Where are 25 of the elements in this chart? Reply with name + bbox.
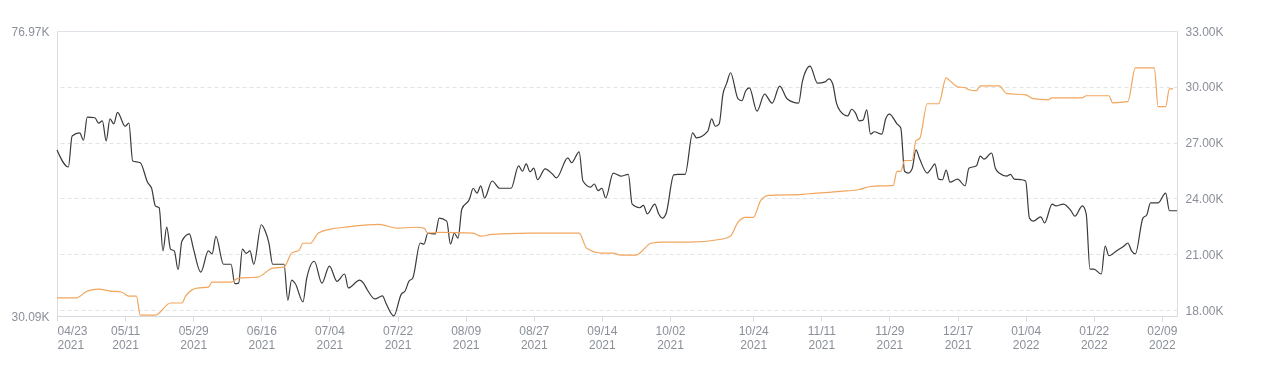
x-tick-label: 09/14 2021 [587,323,618,352]
x-tick-label: 11/11 2021 [807,323,837,352]
y2-tick-label: 33.00K [1185,24,1224,39]
x-tick-label: 11/29 2021 [875,323,905,352]
y2-tick-label: 24.00K [1185,191,1224,206]
x-tick-label: 04/23 2021 [57,323,88,352]
x-tick-label: 05/29 2021 [178,323,210,352]
y-tick-label: 30.09K [11,309,50,324]
y2-tick-label: 18.00K [1185,303,1224,318]
x-tick-label: 10/02 2021 [655,323,686,352]
x-tick-label: 01/04 2022 [1011,323,1042,352]
x-tick-label: 10/24 2021 [738,323,770,352]
x-tick-label: 01/22 2022 [1079,323,1110,352]
x-tick-label: 05/11 2021 [111,323,141,352]
x-tick-label: 12/17 2021 [943,323,974,352]
x-tick-label: 07/04 2021 [314,323,346,352]
x-tick-label: 08/27 2021 [519,323,550,352]
y2-tick-label: 30.00K [1185,80,1224,95]
y2-tick-label: 27.00K [1185,136,1224,151]
x-tick-label: 08/09 2021 [451,323,482,352]
y-tick-label: 76.97K [11,24,50,39]
y2-tick-label: 21.00K [1185,247,1224,262]
x-tick-label: 02/09 2022 [1147,323,1178,352]
x-tick-label: 07/22 2021 [383,323,414,352]
x-tick-label: 06/16 2021 [246,323,278,352]
